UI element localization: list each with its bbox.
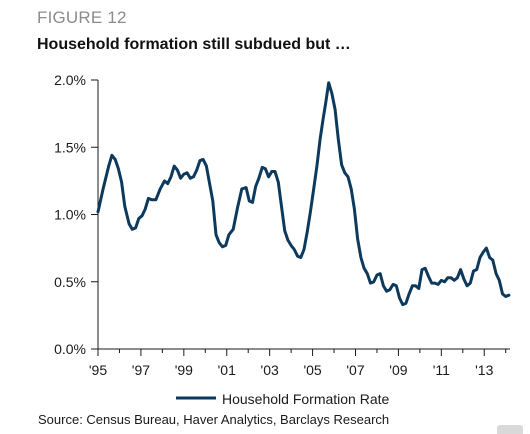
x-tick-label: '13 bbox=[475, 362, 493, 378]
y-axis: 0.0% 0.5% 1.0% 1.5% 2.0% bbox=[54, 72, 99, 357]
x-tick-label: '07 bbox=[346, 362, 364, 378]
x-axis: '95 '97 '99 '01 '03 '05 '07 '09 '11 '13 bbox=[89, 348, 510, 378]
y-tick-label: 1.0% bbox=[54, 207, 86, 223]
legend-label: Household Formation Rate bbox=[222, 391, 390, 407]
legend: Household Formation Rate bbox=[176, 391, 390, 407]
x-tick-label: '09 bbox=[389, 362, 407, 378]
chart-title: Household formation still subdued but … bbox=[37, 36, 351, 53]
y-tick-label: 2.0% bbox=[54, 72, 86, 88]
x-tick-label: '03 bbox=[261, 362, 279, 378]
y-tick-label: 0.0% bbox=[54, 341, 86, 357]
x-tick-label: '01 bbox=[218, 362, 236, 378]
source-note: Source: Census Bureau, Haver Analytics, … bbox=[38, 412, 390, 427]
x-tick-label: '05 bbox=[303, 362, 321, 378]
y-tick-label: 1.5% bbox=[54, 139, 86, 155]
chart: 0.0%0.5%1.0%1.5%2.0% '95'97'99'01'03'05 '… bbox=[54, 72, 511, 407]
x-tick-label: '95 bbox=[89, 362, 107, 378]
x-tick-label: '11 bbox=[433, 362, 450, 378]
x-tick-label: '99 bbox=[175, 362, 193, 378]
y-tick-label: 0.5% bbox=[54, 274, 86, 290]
series-line-household-formation-rate bbox=[96, 81, 511, 307]
figure-label: FIGURE 12 bbox=[37, 8, 127, 27]
x-tick-label: '97 bbox=[132, 362, 150, 378]
corner-mark bbox=[497, 425, 523, 434]
